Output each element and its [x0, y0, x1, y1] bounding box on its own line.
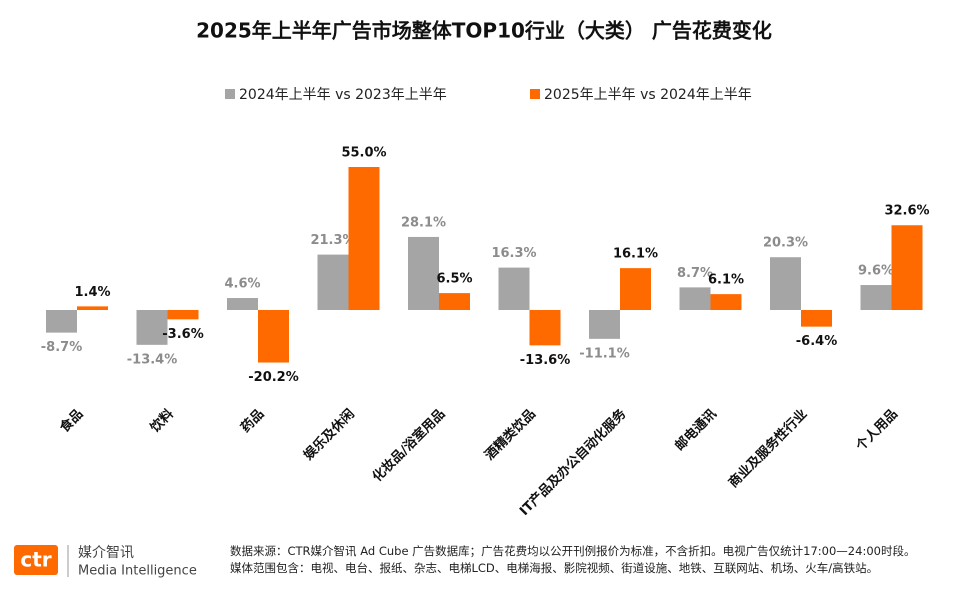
bar — [136, 310, 168, 345]
bar — [439, 293, 470, 310]
value-label: 8.7% — [677, 266, 713, 281]
x-tick-label: 娱乐及休闲 — [301, 406, 358, 463]
bar — [589, 310, 620, 339]
legend-label: 2024年上半年 vs 2023年上半年 — [239, 87, 447, 103]
bar — [348, 167, 380, 310]
bar — [770, 257, 801, 310]
bar — [710, 294, 742, 310]
value-label: -13.6% — [520, 353, 571, 368]
bar — [46, 310, 77, 333]
bar — [167, 310, 199, 320]
x-tick-label: 商业及服务性行业 — [725, 406, 810, 491]
value-label: -11.1% — [579, 346, 630, 361]
note: 媒体范围包含：电视、电台、报纸、杂志、电梯LCD、电梯海报、影院视频、街道设施、… — [230, 561, 878, 575]
value-label: 20.3% — [763, 236, 808, 251]
note: 数据来源：CTR媒介智讯 Ad Cube 广告数据库；广告花费均以公开刊例报价为… — [230, 544, 915, 558]
x-tick-label: 邮电通讯 — [672, 406, 720, 454]
bar — [860, 285, 892, 310]
value-label: 16.3% — [491, 246, 536, 261]
value-label: -6.4% — [796, 334, 837, 349]
value-label: -13.4% — [127, 352, 178, 367]
bar — [258, 310, 289, 363]
bar — [317, 254, 349, 310]
value-label: 4.6% — [224, 277, 260, 292]
bar — [891, 225, 923, 310]
x-tick-label: 食品 — [57, 406, 87, 436]
x-tick-label: 药品 — [238, 406, 268, 436]
logo-box — [14, 545, 58, 575]
chart-title: 2025年上半年广告市场整体TOP10行业（大类） 广告花费变化 — [196, 19, 772, 43]
value-label: 32.6% — [884, 204, 929, 219]
value-label: -20.2% — [248, 370, 299, 385]
legend-label: 2025年上半年 vs 2024年上半年 — [544, 87, 752, 103]
legend-swatch — [225, 89, 235, 99]
bar — [227, 298, 258, 310]
bar — [620, 268, 651, 310]
legend-swatch — [530, 89, 540, 99]
value-label: 16.1% — [613, 247, 658, 262]
bar — [529, 310, 561, 346]
value-label: 21.3% — [310, 233, 355, 248]
value-label: 6.1% — [708, 273, 744, 288]
bar — [408, 236, 439, 310]
bar — [801, 310, 832, 327]
value-label: 1.4% — [74, 285, 110, 300]
x-tick-label: 个人用品 — [852, 406, 901, 455]
x-tick-label: 化妆品/浴室用品 — [369, 406, 448, 485]
bar — [679, 287, 711, 310]
value-label: 55.0% — [341, 146, 386, 161]
x-tick-label: 饮料 — [146, 406, 176, 436]
value-label: 6.5% — [436, 272, 472, 287]
logo: ctr — [20, 548, 51, 572]
bar — [77, 306, 108, 310]
brand-en: Media Intelligence — [78, 564, 197, 579]
value-label: -8.7% — [41, 340, 82, 355]
x-tick-label: 酒精类饮品 — [482, 406, 539, 463]
value-label: 28.1% — [401, 215, 446, 230]
value-label: -3.6% — [162, 327, 203, 342]
bar — [498, 267, 530, 310]
brand: 媒介智讯 — [78, 545, 134, 561]
value-label: 9.6% — [858, 264, 894, 279]
